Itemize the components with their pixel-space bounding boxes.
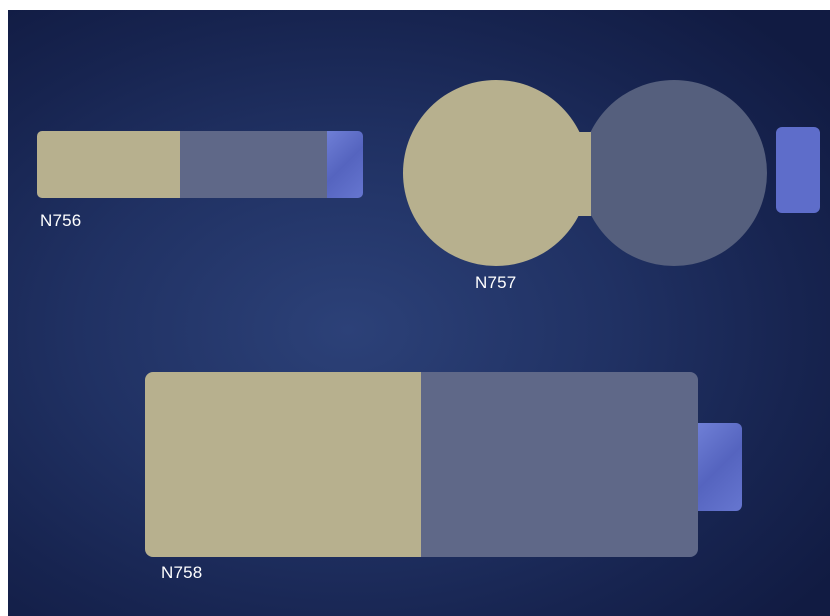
n758-label: N758 xyxy=(161,563,203,582)
n757-label: N757 xyxy=(475,273,517,292)
n758-beige-section xyxy=(145,372,421,557)
n756-beige-section xyxy=(37,131,180,198)
n758-tab xyxy=(698,423,742,511)
n756-slate-section xyxy=(180,131,330,198)
n757-tab xyxy=(776,127,820,213)
n757-beige-circle xyxy=(403,80,589,266)
n757-slate-circle xyxy=(581,80,767,266)
n757-neck-beige xyxy=(575,132,591,216)
n758-slate-section xyxy=(421,372,698,557)
n756-label: N756 xyxy=(40,211,82,230)
n757-neck-slate xyxy=(590,132,630,216)
n756-tab xyxy=(327,131,363,198)
